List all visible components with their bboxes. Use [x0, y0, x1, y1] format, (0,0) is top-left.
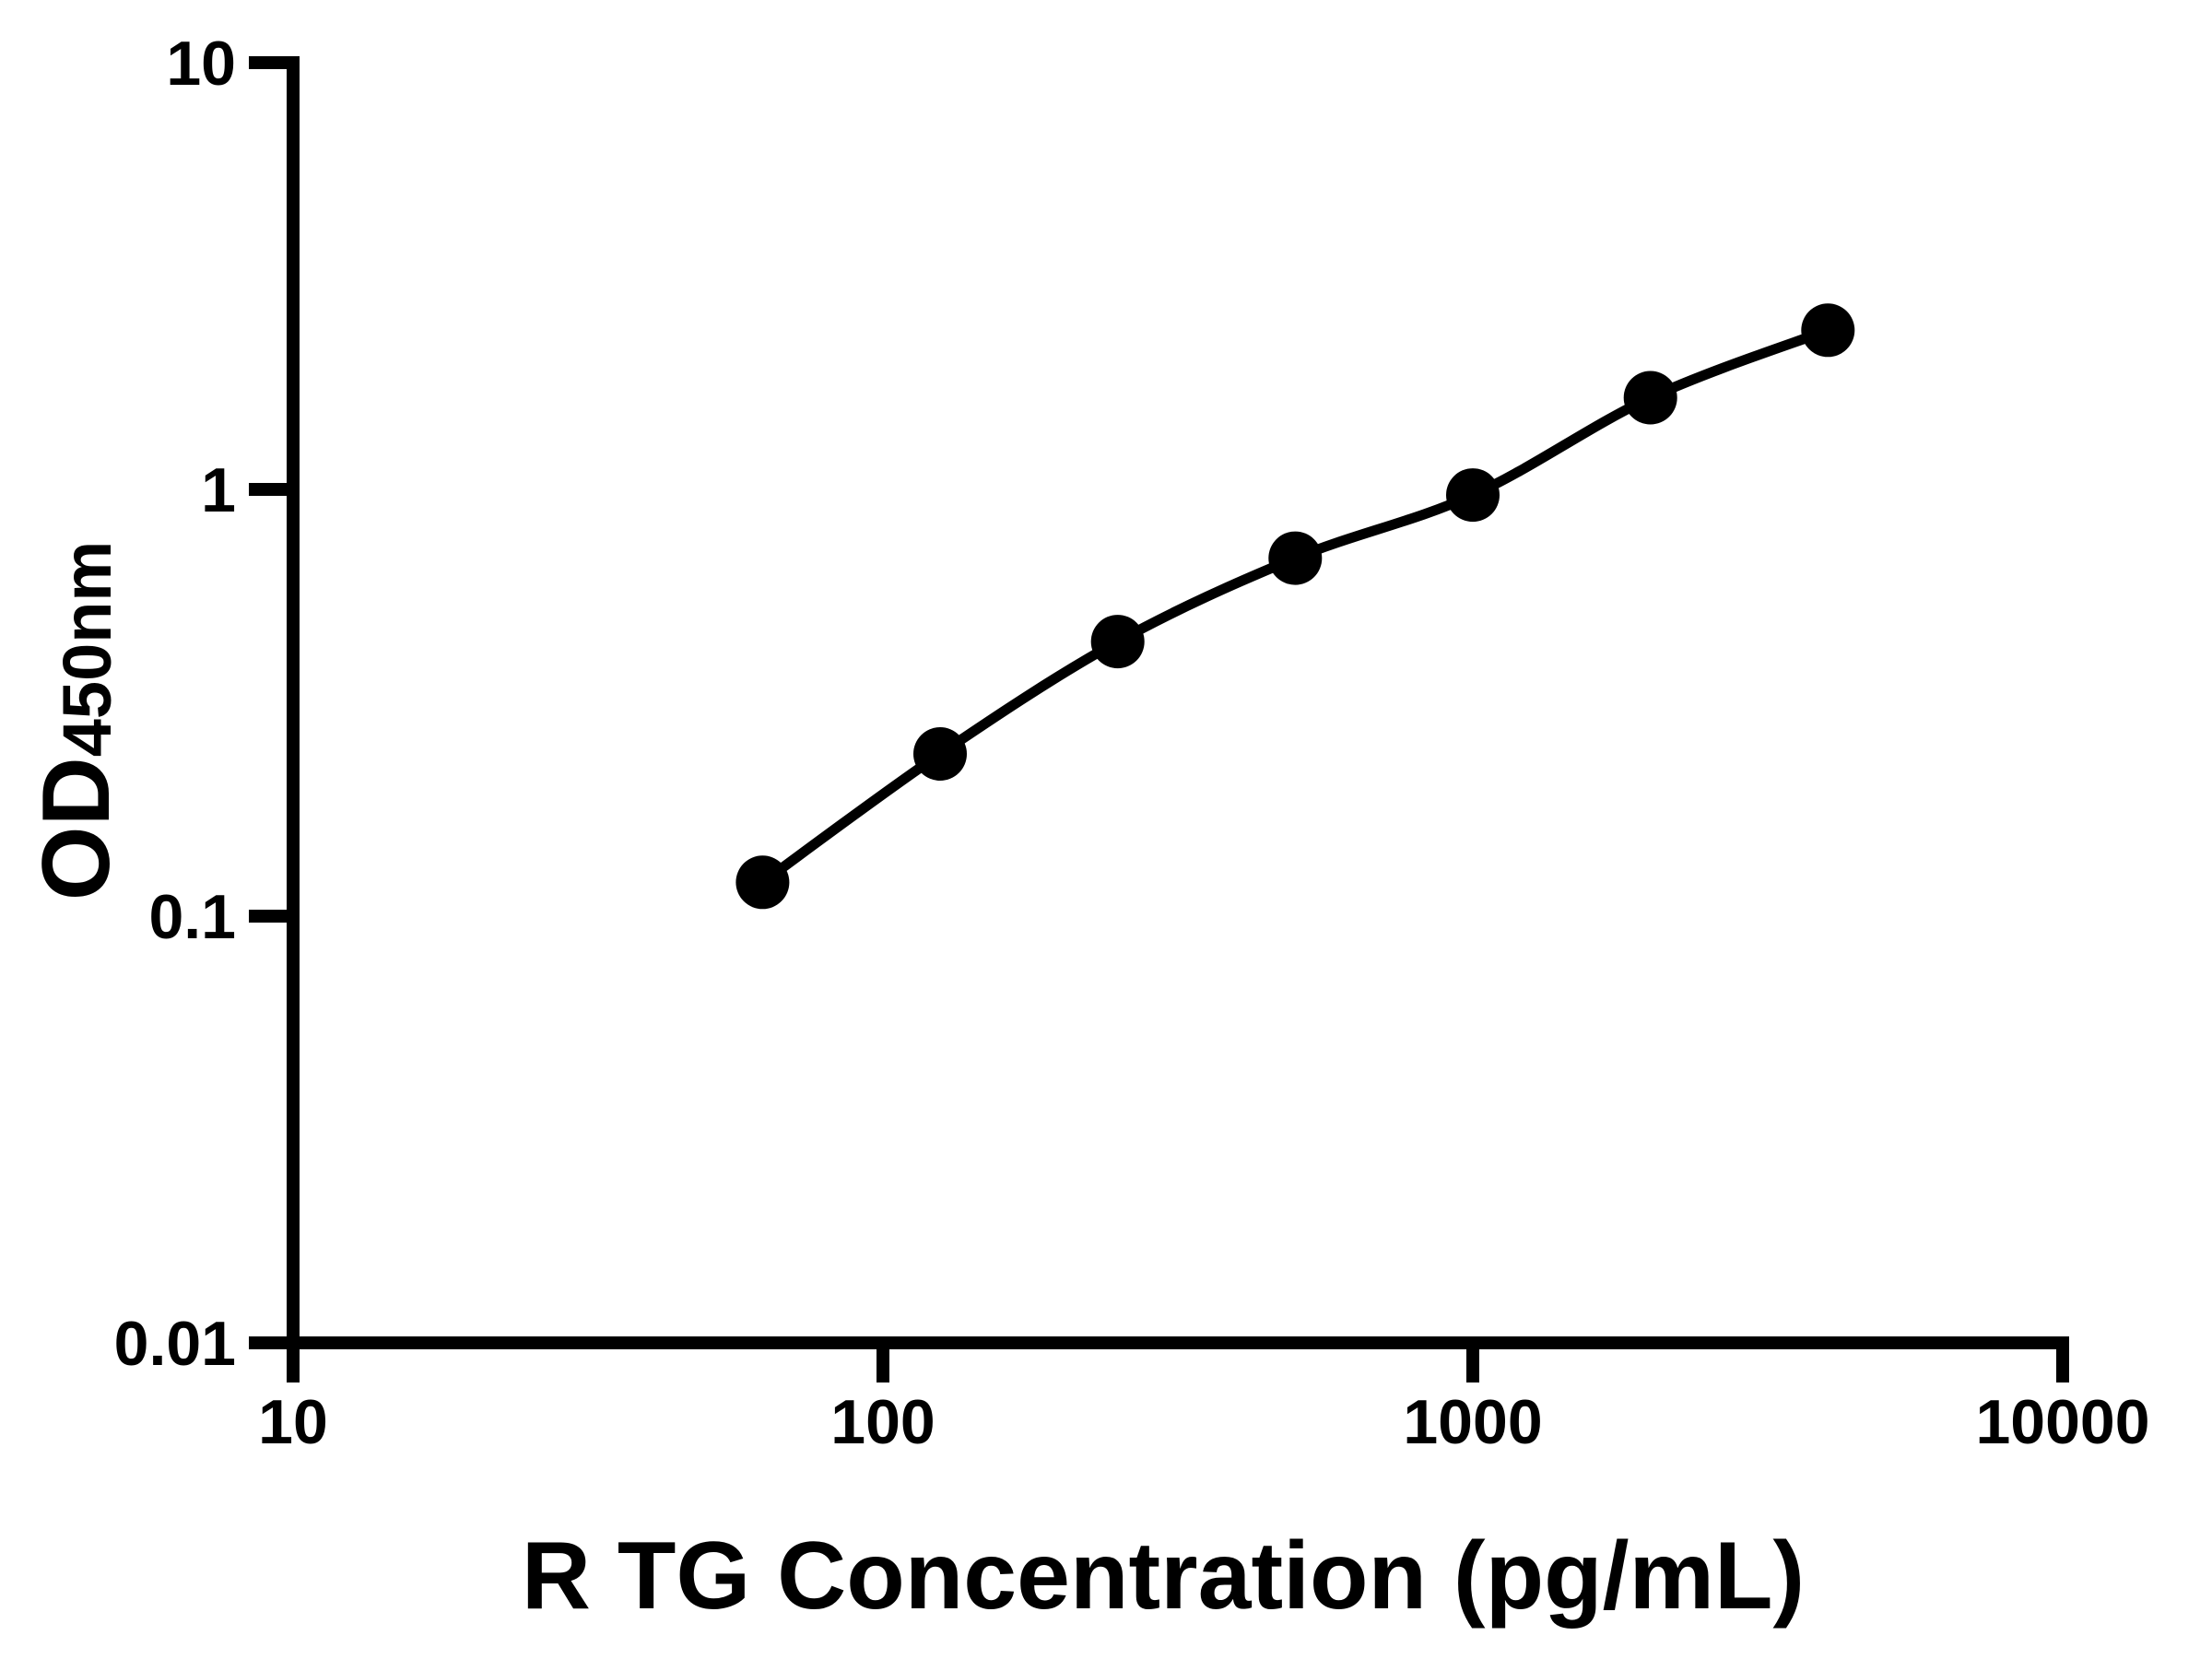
x-tick-label: 10	[258, 1387, 328, 1457]
data-point-marker	[1090, 615, 1145, 669]
x-axis-ticks	[287, 1343, 2069, 1382]
data-point-marker	[1801, 303, 1855, 358]
x-tick-label: 10000	[1975, 1387, 2149, 1457]
y-axis-title-subscript: 450nm	[49, 541, 125, 757]
data-points	[735, 303, 1855, 910]
x-axis-title: R TG Concentration (pg/mL)	[522, 1523, 1805, 1630]
y-tick-label: 1	[201, 455, 236, 525]
x-tick-label: 1000	[1403, 1387, 1542, 1457]
y-axis-title-main: OD	[23, 757, 130, 900]
y-tick-label: 0.01	[114, 1309, 236, 1379]
x-tick-label: 100	[830, 1387, 935, 1457]
x-axis-tick-labels: 10 100 1000 10000	[258, 1387, 2149, 1457]
data-point-marker	[1623, 371, 1677, 425]
y-axis-title: OD450nm	[23, 541, 130, 900]
y-tick-label: 0.1	[148, 882, 236, 952]
data-point-marker	[1268, 531, 1323, 585]
data-point-marker	[1446, 468, 1500, 523]
data-point-marker	[913, 727, 967, 781]
axes: 10 1 0.1 0.01 10 100 1000 10000	[114, 29, 2150, 1457]
y-axis-tick-labels: 10 1 0.1 0.01	[114, 29, 236, 1379]
data-point-marker	[735, 855, 790, 910]
y-axis-ticks	[249, 56, 293, 1349]
y-tick-label: 10	[166, 29, 236, 99]
